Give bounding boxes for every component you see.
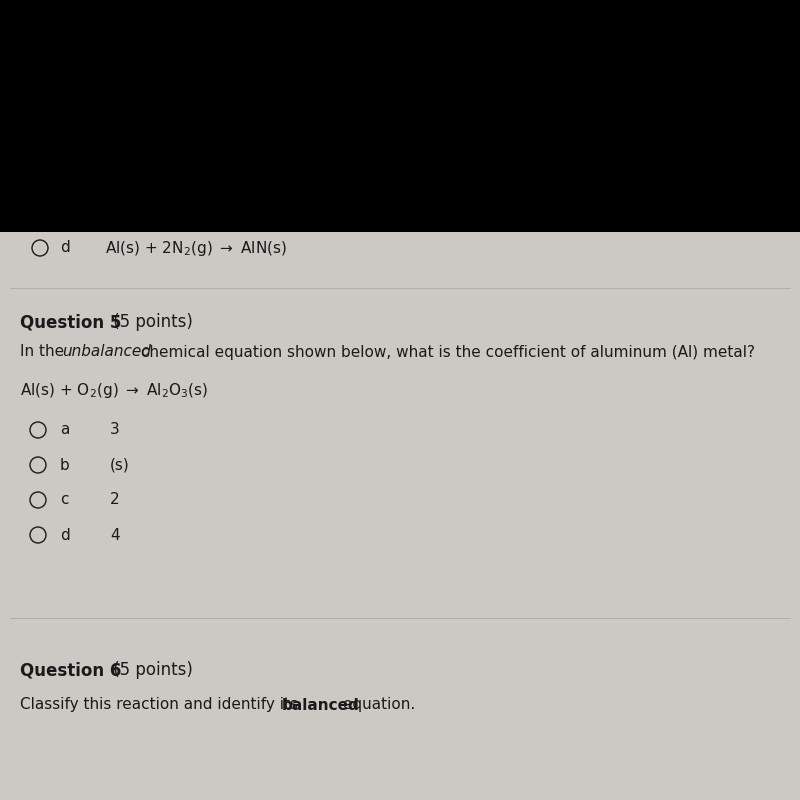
Text: Classify this reaction and identify its: Classify this reaction and identify its — [20, 698, 303, 713]
Text: Question 5: Question 5 — [20, 313, 122, 331]
Text: b: b — [60, 458, 70, 473]
Text: Al(s) + 2N$_2$(g) $\rightarrow$ AlN(s): Al(s) + 2N$_2$(g) $\rightarrow$ AlN(s) — [105, 238, 287, 258]
Text: 3: 3 — [110, 422, 120, 438]
Text: Al(s) + O$_2$(g) $\rightarrow$ Al$_2$O$_3$(s): Al(s) + O$_2$(g) $\rightarrow$ Al$_2$O$_… — [20, 381, 208, 399]
Text: (5 points): (5 points) — [108, 661, 193, 679]
Text: balanced: balanced — [282, 698, 360, 713]
Text: chemical equation shown below, what is the coefficient of aluminum (Al) metal?: chemical equation shown below, what is t… — [136, 345, 755, 359]
Text: unbalanced: unbalanced — [62, 345, 151, 359]
Text: 2: 2 — [110, 493, 120, 507]
Text: (5 points): (5 points) — [108, 313, 193, 331]
Text: a: a — [60, 422, 70, 438]
Text: d: d — [60, 241, 70, 255]
Text: 4: 4 — [110, 527, 120, 542]
Text: (s): (s) — [110, 458, 130, 473]
Text: Question 6: Question 6 — [20, 661, 122, 679]
Text: equation.: equation. — [338, 698, 415, 713]
Text: d: d — [60, 527, 70, 542]
Bar — [0, 0, 800, 232]
Text: c: c — [60, 493, 69, 507]
Text: In the: In the — [20, 345, 69, 359]
